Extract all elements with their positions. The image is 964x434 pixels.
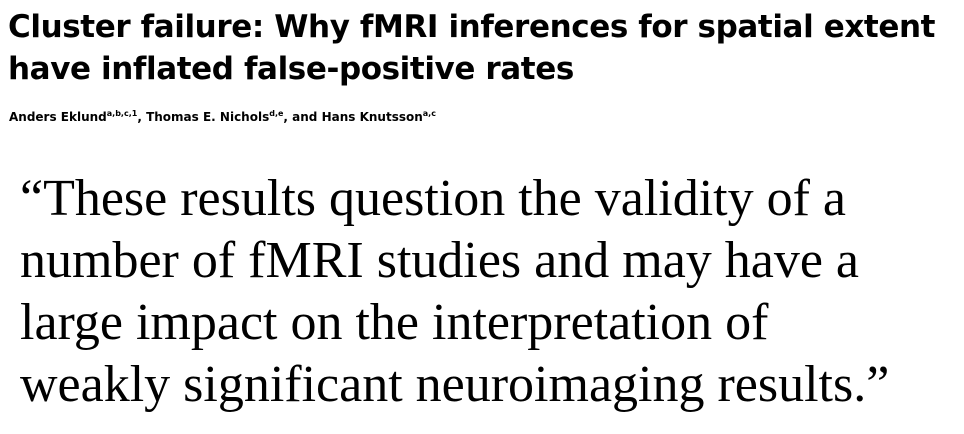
author-name: Hans Knutsson	[321, 110, 423, 124]
quote-line: weakly significant neuroimaging results.…	[20, 356, 890, 413]
author-affiliation: a,c	[422, 109, 436, 118]
author-separator: , and	[283, 110, 322, 124]
title-line-2: have inflated false-positive rates	[8, 51, 574, 87]
quote-line: large impact on the interpretation of	[20, 294, 769, 351]
pull-quote: “These results question the validity of …	[20, 168, 960, 416]
author-separator: ,	[137, 110, 147, 124]
author-list: Anders Eklunda,b,c,1, Thomas E. Nicholsd…	[9, 109, 436, 125]
quote-line: number of fMRI studies and may have a	[20, 232, 860, 289]
paper-title: Cluster failure: Why fMRI inferences for…	[8, 6, 958, 90]
author-name: Thomas E. Nichols	[146, 110, 270, 124]
author-name: Anders Eklund	[9, 110, 107, 124]
quote-line: “These results question the validity of …	[20, 170, 847, 227]
author-affiliation: d,e	[269, 109, 284, 118]
title-line-1: Cluster failure: Why fMRI inferences for…	[8, 9, 936, 45]
author-affiliation: a,b,c,1	[106, 109, 138, 118]
